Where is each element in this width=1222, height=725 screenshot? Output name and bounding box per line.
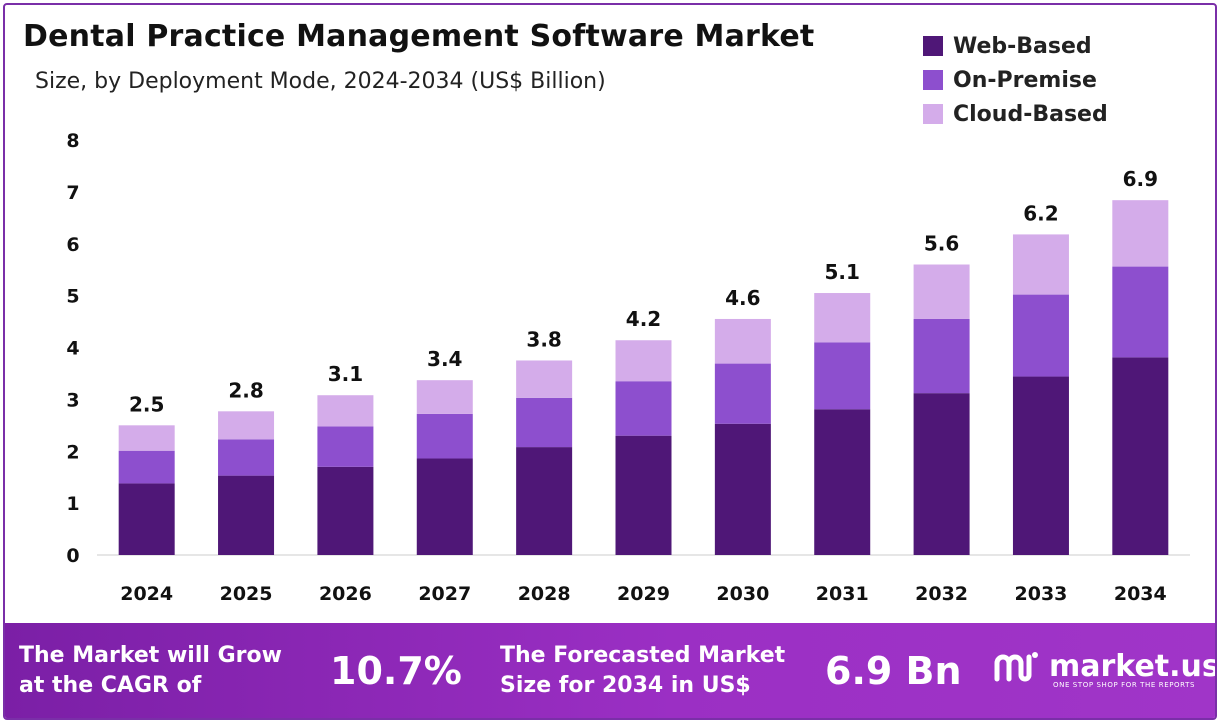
bar-segment-web-based-2033	[1012, 376, 1069, 555]
forecast-value: 6.9 Bn	[825, 649, 962, 693]
cagr-caption: The Market will Grow at the CAGR of	[19, 641, 282, 701]
bar-segment-web-based-2024	[118, 483, 175, 555]
cagr-caption-line2: at the CAGR of	[19, 673, 202, 698]
bar-segment-on-premise-2034	[1112, 266, 1169, 358]
y-tick-label: 7	[66, 182, 79, 204]
bar-segment-cloud-based-2034	[1112, 200, 1169, 267]
brand-logo: market.us ONE STOP SHOP FOR THE REPORTS	[991, 647, 1217, 689]
total-label-2034: 6.9	[1123, 167, 1158, 191]
x-tick-label-2026: 2026	[319, 583, 372, 605]
footer-banner: The Market will Grow at the CAGR of 10.7…	[5, 623, 1217, 718]
bar-segment-on-premise-2025	[218, 439, 275, 476]
legend-swatch-cloud-based	[923, 104, 943, 124]
total-label-2027: 3.4	[427, 347, 462, 371]
total-label-2033: 6.2	[1023, 201, 1058, 225]
bar-segment-web-based-2025	[218, 475, 275, 555]
legend-swatch-on-premise	[923, 70, 943, 90]
legend-item-on-premise: On-Premise	[923, 63, 1108, 97]
bar-segment-web-based-2028	[516, 447, 573, 555]
legend: Web-Based On-Premise Cloud-Based	[923, 29, 1108, 131]
total-label-2028: 3.8	[526, 327, 561, 351]
cagr-value: 10.7%	[330, 649, 462, 693]
bar-segment-on-premise-2027	[416, 413, 473, 459]
legend-label-on-premise: On-Premise	[953, 67, 1097, 93]
bar-segment-cloud-based-2025	[218, 411, 275, 440]
legend-item-web-based: Web-Based	[923, 29, 1108, 63]
y-tick-label: 2	[66, 441, 79, 463]
brand-tagline: ONE STOP SHOP FOR THE REPORTS	[1053, 681, 1196, 689]
bar-segment-web-based-2031	[814, 409, 871, 555]
x-tick-label-2028: 2028	[518, 583, 571, 605]
chart-subtitle: Size, by Deployment Mode, 2024-2034 (US$…	[35, 69, 606, 94]
bar-segment-web-based-2034	[1112, 357, 1169, 555]
bar-segment-cloud-based-2033	[1012, 234, 1069, 295]
y-tick-label: 1	[66, 493, 79, 515]
x-tick-label-2024: 2024	[120, 583, 173, 605]
bar-segment-web-based-2029	[615, 435, 672, 555]
total-label-2025: 2.8	[228, 378, 263, 402]
bar-segment-web-based-2030	[714, 423, 771, 555]
market-us-logo-icon	[994, 652, 1038, 682]
bar-segment-cloud-based-2031	[814, 293, 871, 343]
forecast-caption: The Forecasted Market Size for 2034 in U…	[500, 641, 785, 701]
bar-segment-on-premise-2032	[913, 318, 970, 394]
bar-segment-cloud-based-2024	[118, 425, 175, 451]
total-label-2032: 5.6	[924, 232, 959, 256]
bar-segment-on-premise-2028	[516, 397, 573, 448]
total-label-2024: 2.5	[129, 392, 164, 416]
x-tick-label-2034: 2034	[1114, 583, 1167, 605]
total-label-2026: 3.1	[328, 362, 363, 386]
bar-segment-web-based-2027	[416, 458, 473, 555]
bar-segment-on-premise-2024	[118, 450, 175, 484]
y-tick-label: 4	[66, 338, 79, 360]
x-tick-label-2033: 2033	[1015, 583, 1068, 605]
bar-segment-on-premise-2033	[1012, 294, 1069, 377]
bar-segment-cloud-based-2028	[516, 360, 573, 398]
y-tick-label: 6	[66, 234, 79, 256]
bar-chart: 0 1 2 3 4 5 6 7 8 2.5 2024 2.8 2025 3.1 2026 3.4 2027 3.8…	[66, 130, 1190, 605]
legend-item-cloud-based: Cloud-Based	[923, 97, 1108, 131]
forecast-caption-line1: The Forecasted Market	[500, 643, 786, 668]
x-tick-label-2027: 2027	[418, 583, 471, 605]
legend-label-web-based: Web-Based	[953, 33, 1092, 59]
x-tick-label-2030: 2030	[716, 583, 769, 605]
y-tick-label: 5	[66, 286, 79, 308]
bar-segment-cloud-based-2026	[317, 395, 374, 427]
x-tick-label-2032: 2032	[915, 583, 968, 605]
bar-segment-cloud-based-2027	[416, 380, 473, 414]
bar-segment-on-premise-2029	[615, 381, 672, 436]
chart-frame: Dental Practice Management Software Mark…	[3, 3, 1217, 720]
x-tick-label-2031: 2031	[816, 583, 869, 605]
bar-segment-on-premise-2031	[814, 342, 871, 410]
bar-segment-web-based-2032	[913, 393, 970, 555]
total-label-2031: 5.1	[825, 260, 860, 284]
y-tick-label: 8	[66, 130, 79, 152]
cagr-caption-line1: The Market will Grow	[19, 643, 282, 668]
bar-segment-cloud-based-2029	[615, 340, 672, 382]
bar-segment-cloud-based-2030	[714, 318, 771, 364]
x-tick-label-2025: 2025	[220, 583, 273, 605]
brand-name: market.us	[1049, 649, 1217, 684]
forecast-caption-line2: Size for 2034 in US$	[500, 673, 751, 698]
total-label-2030: 4.6	[725, 286, 760, 310]
total-label-2029: 4.2	[626, 307, 661, 331]
x-tick-label-2029: 2029	[617, 583, 670, 605]
legend-swatch-web-based	[923, 36, 943, 56]
bar-segment-on-premise-2030	[714, 363, 771, 424]
legend-label-cloud-based: Cloud-Based	[953, 101, 1108, 127]
y-tick-label: 3	[66, 389, 79, 411]
y-tick-label: 0	[66, 545, 79, 567]
bar-segment-on-premise-2026	[317, 426, 374, 467]
bar-segment-web-based-2026	[317, 466, 374, 555]
chart-title: Dental Practice Management Software Mark…	[23, 19, 815, 54]
bar-segment-cloud-based-2032	[913, 264, 970, 319]
